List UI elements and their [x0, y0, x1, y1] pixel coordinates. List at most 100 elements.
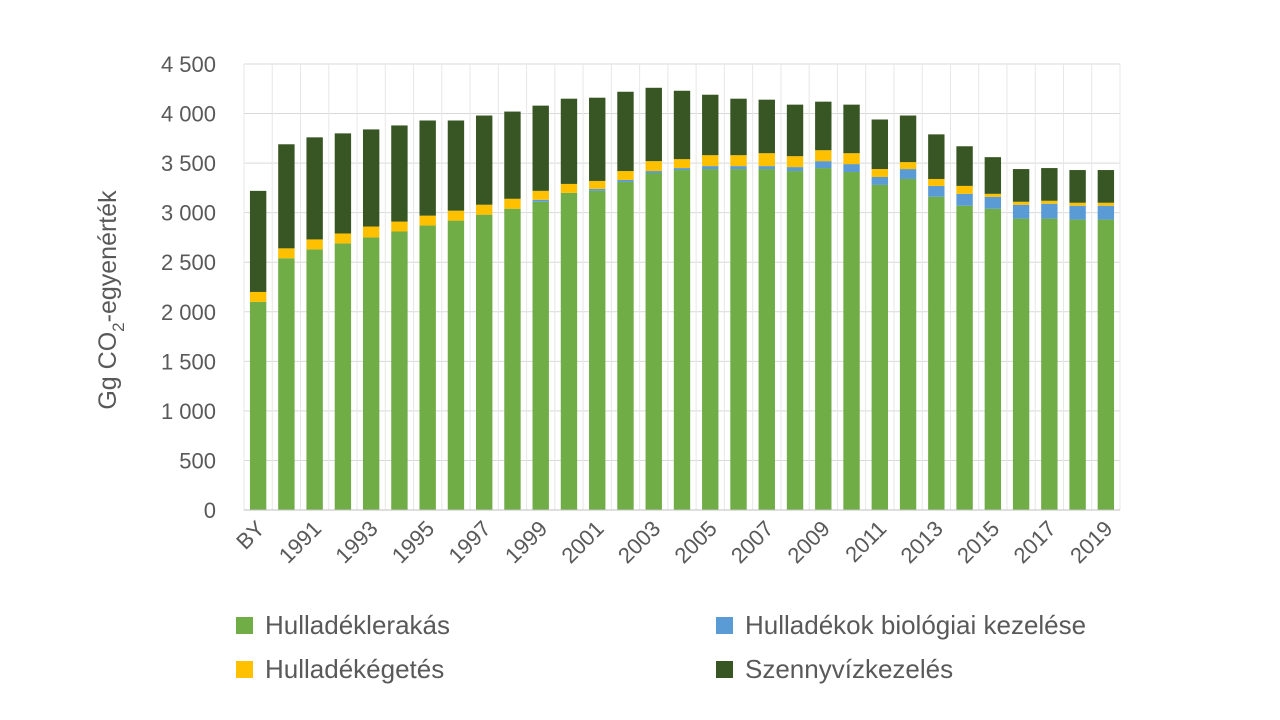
- x-tick-label: 2013: [896, 516, 948, 568]
- bar-segment-hulladeklerakas-2000: [560, 192, 578, 510]
- bar-segment-szennyvizkezeles-2000: [560, 98, 578, 184]
- bar-segment-hulladekegetes-1992: [334, 233, 352, 244]
- bar-segment-hulladekegetes-2007: [758, 153, 775, 167]
- x-tick-label: 1999: [500, 516, 552, 568]
- bar-segment-biologiai-kezeles-2006: [730, 166, 747, 170]
- bar-segment-szennyvizkezeles-2002: [617, 91, 634, 172]
- bar-segment-hulladekegetes-2017: [1041, 200, 1058, 204]
- bar-segment-szennyvizkezeles-2005: [702, 94, 719, 156]
- bar-segment-szennyvizkezeles-2018: [1069, 170, 1086, 203]
- bar-segment-biologiai-kezeles-2013: [928, 185, 945, 197]
- x-axis-ticks: BY 1991 1993 1995 1997 1999 2001 2003 2005 2007 20…: [231, 516, 1117, 569]
- legend-swatch-szennyvizkezeles: [716, 661, 733, 678]
- x-tick-label: 1993: [330, 516, 382, 568]
- bar-segment-hulladekegetes-BY: [249, 291, 267, 302]
- bar-segment-szennyvizkezeles-2006: [730, 98, 747, 156]
- bar-segment-szennyvizkezeles-2007: [758, 99, 775, 154]
- bar-segment-szennyvizkezeles-2010: [843, 104, 860, 154]
- bar-segment-hulladeklerakas-1998: [504, 208, 521, 511]
- y-tick-label: 500: [179, 448, 216, 473]
- x-tick-label: 2017: [1009, 516, 1061, 568]
- y-tick-label: 1 500: [161, 349, 216, 374]
- bar-segment-szennyvizkezeles-BY: [249, 190, 267, 292]
- y-tick-label: 2 000: [161, 300, 216, 325]
- bar-segment-biologiai-kezeles-2002: [617, 179, 634, 182]
- bar-segment-szennyvizkezeles-1992: [334, 133, 352, 234]
- bar-segment-biologiai-kezeles-2009: [815, 161, 832, 169]
- bar-segment-hulladeklerakas-2004: [673, 170, 691, 510]
- y-axis-ticks: 0 500 1 000 1 500 2 000 2 500 3 000 3 500 4 000 4…: [161, 52, 216, 523]
- bar-segment-biologiai-kezeles-2005: [702, 166, 719, 170]
- bar-segment-biologiai-kezeles-2001: [589, 188, 606, 191]
- bar-segment-hulladeklerakas-2001: [589, 190, 606, 510]
- bar-segment-hulladeklerakas-2005: [702, 169, 719, 510]
- bar-segment-biologiai-kezeles-2004: [673, 168, 691, 171]
- bar-segment-szennyvizkezeles-2004: [673, 90, 691, 160]
- bar-segment-hulladeklerakas-2015: [984, 208, 1002, 511]
- bar-segment-szennyvizkezeles-1996: [447, 120, 465, 211]
- bar-segment-biologiai-kezeles-2018: [1069, 205, 1086, 220]
- y-tick-label: 3 500: [161, 151, 216, 176]
- x-tick-label: 2003: [613, 516, 665, 568]
- bar-segment-szennyvizkezeles-2016: [1012, 169, 1030, 202]
- legend-item-hulladeklerakas: Hulladéklerakás: [236, 610, 450, 641]
- x-tick-label: 2005: [670, 516, 722, 568]
- bar-segment-hulladekegetes-2012: [899, 162, 917, 170]
- y-tick-label: 2 500: [161, 250, 216, 275]
- legend: Hulladéklerakás Hulladékok biológiai kez…: [236, 610, 1196, 690]
- bar-segment-hulladeklerakas-1994: [391, 231, 408, 510]
- bar-segment-hulladeklerakas-1991: [306, 249, 323, 511]
- bar-segment-szennyvizkezeles-2013: [928, 134, 945, 179]
- bar-segment-hulladeklerakas-1992: [334, 243, 352, 510]
- x-tick-label: 2009: [783, 516, 835, 568]
- bar-segment-hulladekegetes-2005: [702, 155, 719, 167]
- x-tick-label: 2001: [556, 516, 608, 568]
- bar-segment-hulladeklerakas-2019: [1097, 219, 1115, 511]
- bar-segment-hulladekegetes-2008: [786, 156, 804, 168]
- bar-segment-biologiai-kezeles-2014: [956, 193, 973, 206]
- bar-segment-hulladekegetes-2000: [560, 183, 578, 193]
- legend-label-szennyvizkezeles: Szennyvízkezelés: [745, 654, 954, 684]
- bars: [249, 87, 1115, 511]
- bar-segment-hulladeklerakas-2009: [815, 168, 832, 511]
- gridlines: [243, 63, 1121, 510]
- legend-swatch-biologiai-kezeles: [716, 617, 733, 634]
- bar-segment-biologiai-kezeles-2008: [786, 167, 804, 172]
- bar-segment-hulladekegetes-2003: [645, 161, 662, 172]
- bar-segment-szennyvizkezeles-2009: [815, 101, 832, 151]
- bar-segment-szennyvizkezeles-1998: [504, 111, 521, 199]
- bar-segment-szennyvizkezeles-1994: [391, 125, 408, 222]
- bar-segment-hulladekegetes-1994: [391, 221, 408, 232]
- bar-segment-hulladekegetes-2002: [617, 171, 634, 180]
- bar-segment-szennyvizkezeles-1997: [475, 115, 493, 205]
- bar-segment-hulladeklerakas-1996: [447, 220, 465, 510]
- x-tick-label: 2011: [840, 516, 891, 567]
- bar-segment-hulladeklerakas-2011: [871, 184, 889, 510]
- bar-segment-hulladekegetes-2010: [843, 153, 860, 165]
- y-axis-title: Gg CO2-egyenérték: [94, 190, 128, 410]
- bar-segment-hulladekegetes-1990: [278, 248, 295, 259]
- x-tick-label: 2007: [726, 516, 778, 568]
- bar-segment-hulladekegetes-2014: [956, 185, 973, 194]
- bar-segment-szennyvizkezeles-1995: [419, 120, 436, 216]
- y-tick-label: 1 000: [161, 399, 216, 424]
- bar-segment-hulladeklerakas-2016: [1012, 218, 1030, 510]
- bar-segment-biologiai-kezeles-2007: [758, 166, 775, 170]
- bar-segment-hulladekegetes-2015: [984, 193, 1002, 197]
- bar-segment-hulladekegetes-2004: [673, 159, 691, 169]
- bar-segment-hulladekegetes-2018: [1069, 202, 1086, 206]
- bar-segment-biologiai-kezeles-2019: [1097, 205, 1115, 220]
- bar-segment-biologiai-kezeles-2015: [984, 196, 1002, 209]
- bar-segment-hulladeklerakas-1997: [475, 214, 493, 510]
- bar-segment-hulladeklerakas-2012: [899, 178, 917, 511]
- y-tick-label: 0: [204, 498, 216, 523]
- legend-item-szennyvizkezeles: Szennyvízkezelés: [716, 654, 953, 685]
- bar-segment-hulladeklerakas-2006: [730, 169, 747, 510]
- bar-segment-hulladekegetes-1996: [447, 210, 465, 221]
- bar-segment-hulladeklerakas-1990: [278, 258, 295, 510]
- x-tick-label: 2015: [952, 516, 1004, 568]
- bar-segment-hulladekegetes-1998: [504, 198, 521, 209]
- bar-segment-szennyvizkezeles-1993: [362, 129, 380, 227]
- bar-segment-szennyvizkezeles-1999: [532, 105, 549, 191]
